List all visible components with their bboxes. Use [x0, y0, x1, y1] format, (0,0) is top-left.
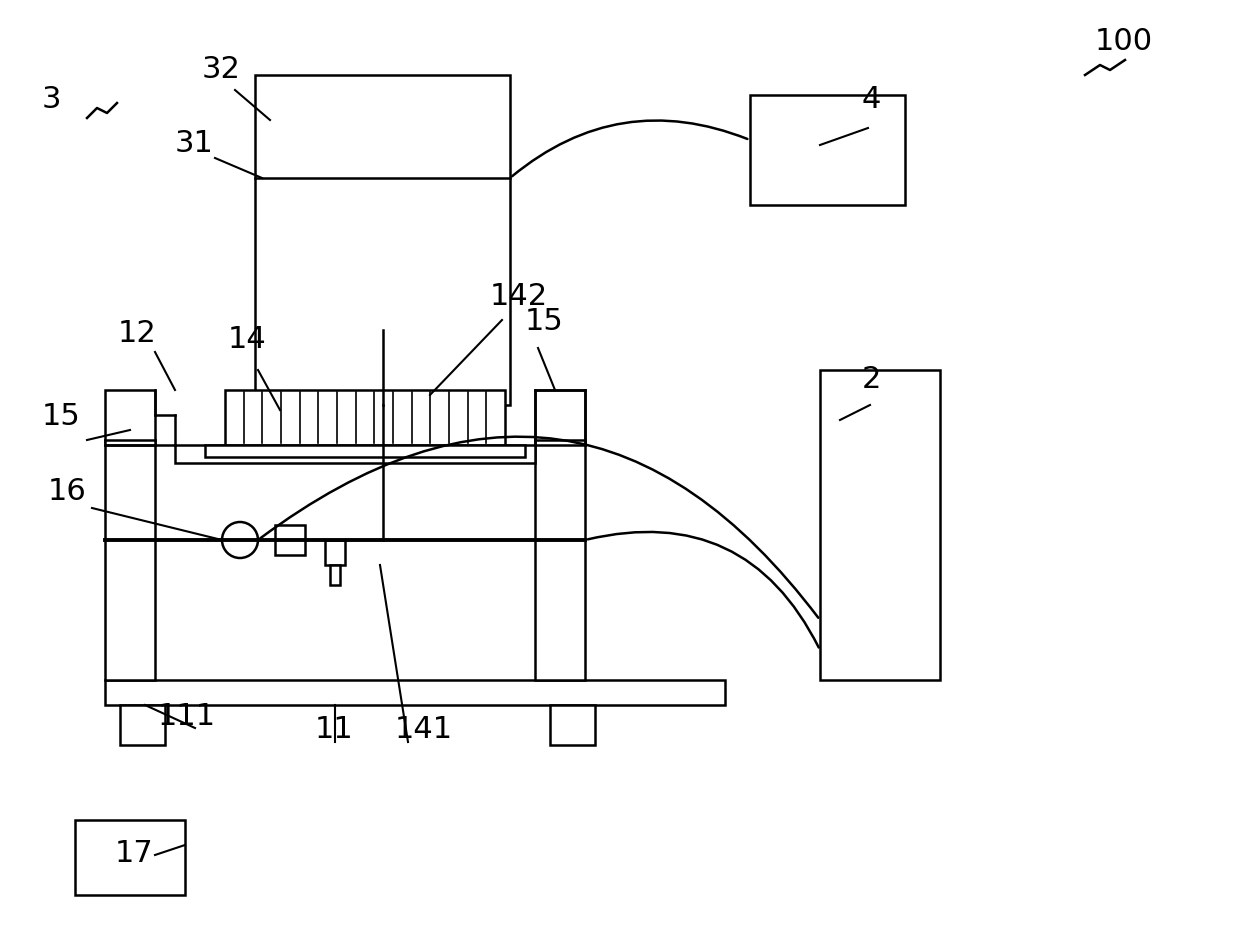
Bar [175, 445, 534, 463]
Bar [330, 565, 340, 585]
Bar [105, 390, 155, 445]
Bar [205, 445, 525, 457]
Text: 4: 4 [862, 85, 882, 114]
Text: 111: 111 [157, 702, 216, 731]
Bar [275, 525, 305, 555]
Bar [820, 370, 940, 680]
Bar [120, 705, 165, 745]
Bar [325, 540, 345, 565]
Text: 32: 32 [202, 55, 241, 84]
Text: 141: 141 [396, 715, 453, 744]
Bar [750, 95, 905, 205]
FancyArrowPatch shape [512, 121, 748, 176]
Bar [534, 390, 585, 445]
Bar [551, 705, 595, 745]
Text: 3: 3 [42, 85, 62, 114]
Text: 14: 14 [228, 325, 267, 354]
Text: 142: 142 [490, 282, 548, 311]
Text: 11: 11 [315, 715, 353, 744]
FancyArrowPatch shape [260, 437, 818, 618]
Text: 12: 12 [118, 319, 156, 348]
Bar [534, 440, 585, 680]
Bar [224, 390, 505, 445]
Text: 15: 15 [525, 307, 564, 336]
Text: 15: 15 [42, 402, 81, 431]
Bar [74, 820, 185, 895]
FancyArrowPatch shape [588, 532, 818, 648]
Bar [105, 680, 725, 705]
Text: 17: 17 [115, 839, 154, 868]
Text: 16: 16 [48, 477, 87, 506]
Text: 31: 31 [175, 129, 213, 158]
Bar [105, 440, 155, 680]
Text: 2: 2 [862, 365, 882, 394]
Bar [255, 75, 510, 405]
Text: 100: 100 [1095, 27, 1153, 56]
